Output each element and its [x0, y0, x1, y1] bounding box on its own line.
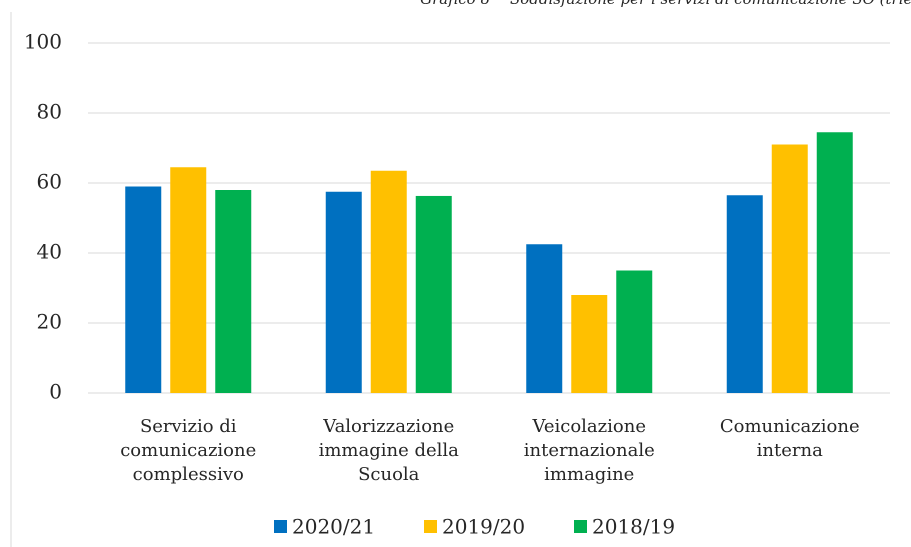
bar: [616, 270, 653, 393]
y-tick-label: 20: [37, 310, 62, 334]
bar: [771, 144, 808, 393]
bar: [170, 167, 207, 393]
y-tick-label: 40: [37, 240, 62, 264]
x-tick-label: complessivo: [133, 464, 244, 485]
bar: [125, 186, 162, 393]
legend-swatch: [274, 520, 287, 533]
x-tick-label: Comunicazione: [720, 416, 860, 437]
x-tick-label: Veicolazione: [532, 416, 646, 437]
bar: [215, 190, 252, 393]
x-tick-label: immagine: [544, 464, 634, 485]
y-tick-label: 80: [37, 100, 62, 124]
legend-label: 2019/20: [442, 515, 525, 539]
bar: [816, 132, 853, 393]
bar: [325, 191, 362, 393]
bar: [726, 195, 763, 393]
x-tick-label: comunicazione: [120, 440, 256, 461]
y-tick-label: 100: [24, 30, 62, 54]
x-tick-label: immagine della: [319, 440, 460, 461]
x-tick-label: interna: [757, 440, 823, 461]
legend-label: 2018/19: [592, 515, 675, 539]
chart-title-label: Grafico 8: [420, 0, 490, 8]
bar: [526, 244, 563, 393]
legend-label: 2020/21: [292, 515, 375, 539]
x-tick-label: Scuola: [358, 464, 420, 485]
y-tick-label: 60: [37, 170, 62, 194]
bar: [415, 195, 452, 393]
x-tick-label: internazionale: [524, 440, 655, 461]
bar: [571, 295, 608, 393]
chart-title: Soddisfazione per i servizi di comunicaz…: [510, 0, 911, 8]
x-tick-label: Valorizzazione: [322, 416, 454, 437]
legend-swatch: [574, 520, 587, 533]
bar: [370, 170, 407, 393]
y-tick-label: 0: [49, 380, 62, 404]
x-tick-label: Servizio di: [140, 416, 237, 437]
legend-swatch: [424, 520, 437, 533]
